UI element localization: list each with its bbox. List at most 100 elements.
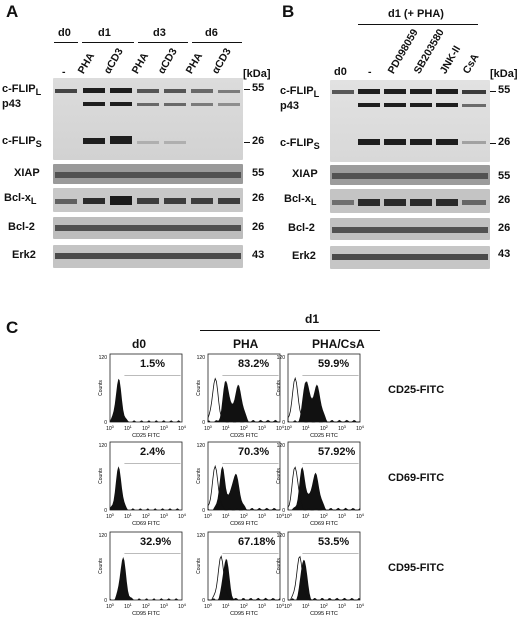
x-tick-1e3: 103	[258, 512, 267, 520]
tick-a-26	[244, 142, 250, 143]
row-a-flips-sub: S	[35, 139, 42, 150]
header-b: d1 (+ PHA)	[388, 8, 444, 20]
x-axis-label: CD25 FITC	[132, 433, 160, 439]
y-axis-label: Counts	[196, 468, 202, 484]
row-a-flips: c-FLIPS	[2, 135, 42, 149]
histogram-filled	[288, 381, 360, 422]
percentage-r2-c2: 70.3%	[238, 446, 270, 458]
kda-b-xiap: 55	[498, 170, 511, 182]
row-a-xiap: XIAP	[14, 167, 40, 179]
x-tick-1e3: 103	[160, 602, 169, 610]
histogram-r2-c1: 0 120 Counts 100 101 102 103 104 CD69 FITC	[98, 441, 186, 527]
x-tick-1e0: 100	[284, 424, 293, 432]
percentage-r3-c3: 53.5%	[318, 536, 350, 548]
group-d3-line	[138, 42, 188, 43]
x-tick-1e0: 100	[204, 602, 213, 610]
bands-b	[332, 89, 488, 260]
row-b-flips: c-FLIPS	[280, 137, 320, 151]
x-tick-1e1: 101	[222, 512, 231, 520]
y-tick-0: 0	[202, 508, 205, 514]
marker-cd95: CD95-FITC	[388, 562, 445, 574]
x-axis-label: CD69 FITC	[230, 521, 258, 527]
tick-b-55	[490, 91, 496, 92]
y-tick-0: 0	[202, 420, 205, 426]
x-axis-label: CD69 FITC	[132, 521, 160, 527]
y-tick-0: 0	[282, 508, 285, 514]
x-tick-1e1: 101	[222, 424, 231, 432]
histogram-filled	[110, 557, 182, 600]
y-tick-0: 0	[282, 598, 285, 604]
x-tick-1e1: 101	[124, 512, 133, 520]
y-tick-120: 120	[99, 443, 108, 449]
y-axis-label: Counts	[196, 558, 202, 574]
x-tick-1e0: 100	[204, 512, 213, 520]
row-a-flips-text: c-FLIP	[2, 135, 36, 147]
kda-b-erk2: 43	[498, 248, 511, 260]
y-tick-0: 0	[202, 598, 205, 604]
histogram-filled	[208, 380, 280, 422]
percentage-r1-c1: 1.5%	[140, 358, 166, 370]
row-a-p43: p43	[2, 98, 21, 110]
x-tick-1e4: 104	[276, 512, 284, 520]
row-a-bclxl: Bcl-xL	[4, 192, 37, 206]
lane-b-2: -	[368, 66, 372, 78]
row-b-flips-sub: S	[313, 141, 320, 152]
col-c-d0: d0	[132, 337, 147, 351]
histogram-filled	[288, 559, 360, 600]
y-tick-0: 0	[104, 508, 107, 514]
x-tick-1e1: 101	[302, 424, 311, 432]
histogram-filled	[288, 467, 360, 510]
x-tick-1e3: 103	[258, 602, 267, 610]
x-tick-1e4: 104	[178, 512, 186, 520]
x-tick-1e2: 102	[240, 424, 249, 432]
x-tick-1e4: 104	[276, 424, 284, 432]
bands-a	[55, 88, 241, 259]
y-tick-120: 120	[197, 355, 206, 361]
x-tick-1e2: 102	[142, 602, 151, 610]
y-tick-0: 0	[104, 598, 107, 604]
marker-cd69: CD69-FITC	[388, 472, 445, 484]
percentage-r1-c3: 59.9%	[318, 358, 350, 370]
panel-letter-b: B	[282, 2, 295, 21]
row-a-bclxl-text: Bcl-x	[4, 192, 31, 204]
marker-cd25: CD25-FITC	[388, 384, 445, 396]
y-axis-label: Counts	[98, 468, 104, 484]
histogram-r1-c1: 0 120 Counts 100 101 102 103 104 CD25 FITC	[98, 353, 186, 439]
row-a-bcl2: Bcl-2	[8, 221, 35, 233]
kda-a-bclxl: 26	[252, 192, 265, 204]
lane-a-7: αCD3	[209, 46, 234, 76]
lane-a-4: PHA	[129, 50, 152, 76]
histogram-filled	[110, 378, 182, 422]
x-tick-1e1: 101	[124, 424, 133, 432]
x-tick-1e2: 102	[320, 512, 329, 520]
row-b-bclxl-sub: L	[310, 197, 317, 208]
group-d0-line	[54, 42, 78, 43]
row-b-xiap: XIAP	[292, 168, 318, 180]
histogram-outline	[288, 555, 361, 601]
x-tick-1e0: 100	[106, 602, 115, 610]
x-tick-1e0: 100	[284, 602, 293, 610]
x-axis-label: CD95 FITC	[310, 611, 338, 617]
histogram-outline	[287, 466, 361, 511]
kda-label-b: [kDa]	[490, 68, 518, 80]
x-tick-1e1: 101	[124, 602, 133, 610]
x-tick-1e0: 100	[106, 512, 115, 520]
x-axis-label: CD25 FITC	[310, 433, 338, 439]
histogram-outline	[207, 464, 281, 511]
histogram-r2-c2: 0 120 Counts 100 101 102 103 104 CD69 FITC	[196, 441, 284, 527]
x-tick-1e1: 101	[302, 602, 311, 610]
kda-label-a: [kDa]	[243, 68, 271, 80]
lane-b-5: JNK-II	[437, 43, 464, 76]
kda-a-xiap: 55	[252, 167, 265, 179]
x-tick-1e2: 102	[142, 424, 151, 432]
row-b-flips-text: c-FLIP	[280, 137, 314, 149]
kda-a-55: 55	[252, 82, 265, 94]
percentage-r3-c1: 32.9%	[140, 536, 172, 548]
kda-b-bclxl: 26	[498, 194, 511, 206]
row-a-bclxl-sub: L	[30, 196, 37, 207]
panel-letter-a: A	[6, 2, 19, 21]
histogram-outline	[287, 376, 361, 423]
x-tick-1e3: 103	[338, 602, 347, 610]
row-a-erk2: Erk2	[12, 249, 36, 261]
y-axis-label: Counts	[276, 468, 282, 484]
